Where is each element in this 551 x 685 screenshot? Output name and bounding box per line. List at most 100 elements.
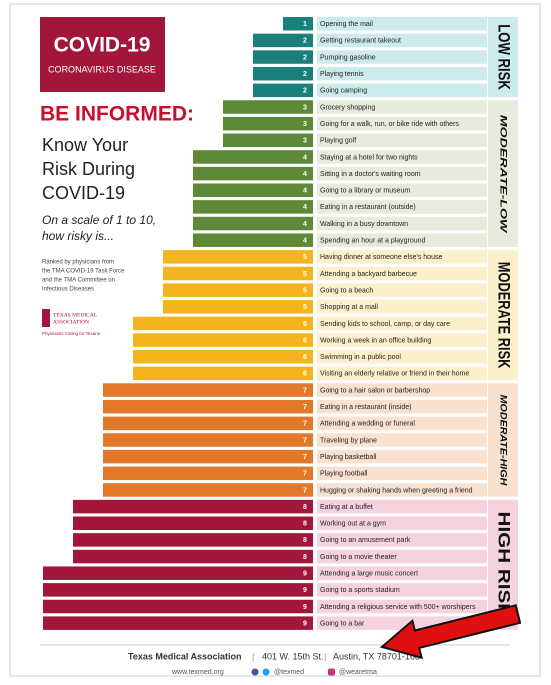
category-label: Having dinner at someone else's house: [320, 254, 442, 261]
bar: [193, 183, 313, 197]
label-band: [317, 366, 487, 381]
bar: [163, 266, 313, 281]
value-label: 7: [303, 471, 307, 478]
question: On a scale of 1 to 10,: [42, 213, 156, 227]
value-label: 3: [303, 104, 307, 111]
note: Ranked by physicians from: [42, 260, 114, 266]
risk-band: [488, 250, 518, 381]
value-label: 5: [303, 304, 307, 311]
value-label: 2: [303, 38, 307, 45]
footer-city: Austin, TX 78701-168: [333, 651, 420, 661]
label-band: [317, 200, 487, 214]
category-label: Getting restaurant takeout: [320, 38, 401, 45]
bar: [223, 116, 313, 131]
bar: [193, 233, 313, 247]
bar: [43, 583, 313, 597]
footer-sep: |: [252, 651, 254, 661]
label-band: [317, 433, 487, 447]
bar: [223, 100, 313, 114]
footer-org: Texas Medical Association: [128, 651, 242, 661]
value-label: 4: [303, 238, 307, 245]
value-label: 6: [303, 337, 307, 344]
logo: ASSOCIATION: [53, 319, 89, 325]
value-label: 7: [303, 387, 307, 394]
risk-band: [488, 383, 518, 497]
note: the TMA COVID-19 Task Force: [42, 269, 125, 275]
category-label: Eating at a buffet: [320, 504, 373, 511]
footer-sep: |: [324, 651, 326, 661]
category-label: Working out at a gym: [320, 521, 386, 528]
bar: [223, 133, 313, 148]
category-label: Attending a wedding or funeral: [320, 421, 415, 428]
category-label: Sitting in a doctor's waiting room: [320, 171, 421, 178]
bar: [253, 66, 313, 81]
bar: [43, 566, 313, 580]
value-label: 4: [303, 171, 307, 178]
label-band: [317, 183, 487, 197]
label-band: [317, 300, 487, 314]
footer-web: www.texmed.org: [171, 669, 224, 676]
value-label: 8: [303, 504, 307, 511]
label-band: [317, 583, 487, 597]
label-band: [317, 50, 487, 64]
category-label: Shopping at a mall: [320, 304, 378, 311]
value-label: 7: [303, 404, 307, 411]
category-label: Playing tennis: [320, 71, 364, 78]
headline: Risk During: [42, 159, 135, 179]
question: how risky is...: [42, 229, 114, 243]
heading: BE INFORMED:: [40, 103, 194, 126]
label-band: [317, 499, 487, 514]
value-label: 7: [303, 454, 307, 461]
bar: [103, 383, 313, 397]
category-label: Eating in a restaurant (inside): [320, 404, 411, 411]
risk-label: MODERATE RISK: [495, 262, 514, 369]
bar: [73, 533, 313, 547]
title-box: [40, 17, 165, 92]
category-label: Attending a large music concert: [320, 571, 418, 578]
subtitle: CORONAVIRUS DISEASE: [48, 64, 156, 74]
label-band: [317, 566, 487, 580]
bar: [253, 50, 313, 64]
bar: [193, 200, 313, 214]
label-band: [317, 250, 487, 264]
bar: [133, 316, 313, 331]
label-band: [317, 316, 487, 331]
label-band: [317, 383, 487, 397]
instagram-icon: [328, 668, 335, 676]
value-label: 7: [303, 421, 307, 428]
value-label: 8: [303, 554, 307, 561]
label-band: [317, 533, 487, 547]
category-label: Playing golf: [320, 138, 356, 145]
label-band: [317, 466, 487, 481]
footer-address: 401 W. 15th St.: [262, 651, 324, 661]
value-label: 1: [303, 21, 307, 28]
value-label: 9: [303, 571, 307, 578]
bar: [73, 549, 313, 564]
category-label: Spending an hour at a playground: [320, 238, 426, 245]
footer-twitter: @texmed: [274, 669, 304, 676]
category-label: Eating in a restaurant (outside): [320, 204, 416, 211]
category-label: Going to an amusement park: [320, 537, 411, 544]
category-label: Going to a beach: [320, 287, 373, 294]
rows: Opening the mail 1 Getting restaurant take…: [43, 17, 518, 630]
footer-instagram: @wearetma: [339, 669, 377, 676]
logo-mark: [42, 309, 50, 327]
label-band: [317, 483, 487, 497]
value-label: 9: [303, 587, 307, 594]
bar: [163, 250, 313, 264]
value-label: 7: [303, 487, 307, 494]
bar: [163, 300, 313, 314]
label-band: [317, 133, 487, 148]
risk-band: [488, 17, 518, 98]
value-label: 4: [303, 154, 307, 161]
value-label: 5: [303, 287, 307, 294]
bar: [193, 150, 313, 164]
category-label: Working a week in an office building: [320, 337, 432, 344]
label-band: [317, 100, 487, 114]
category-label: Playing football: [320, 471, 368, 478]
note: Infectious Diseases: [42, 287, 94, 293]
category-label: Traveling by plane: [320, 437, 377, 444]
value-label: 2: [303, 88, 307, 95]
bar: [43, 616, 313, 630]
category-label: Attending a backyard barbecue: [320, 271, 417, 278]
